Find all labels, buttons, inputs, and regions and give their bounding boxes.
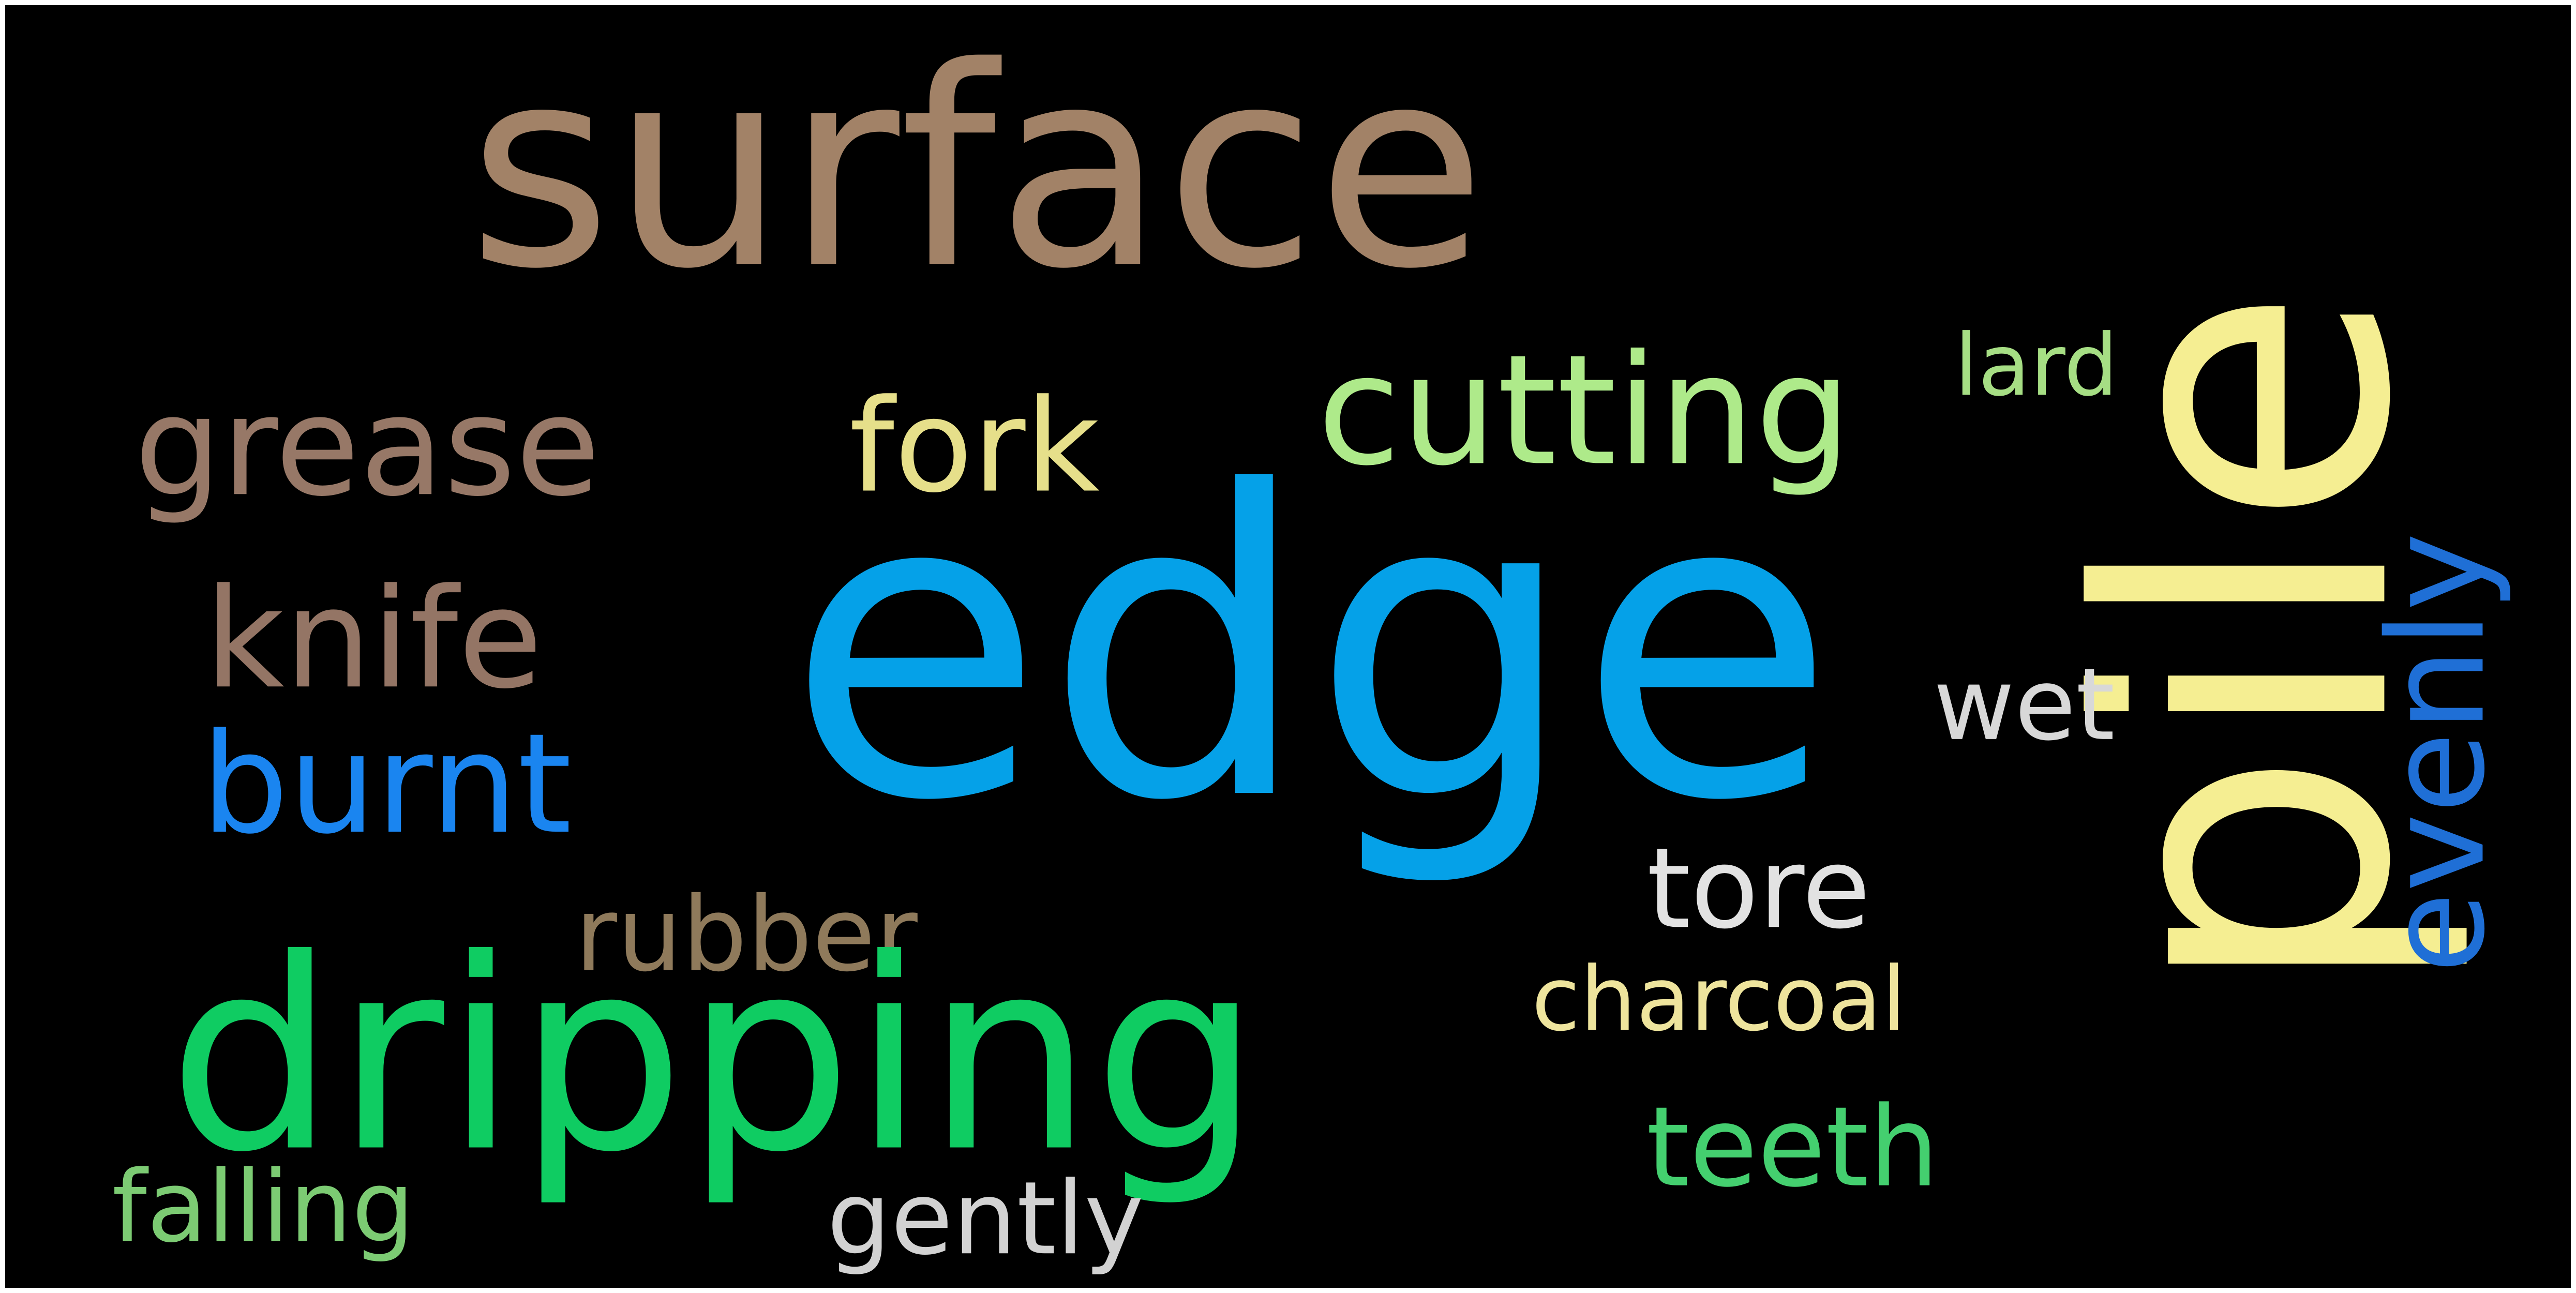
word-tore: tore bbox=[1647, 823, 1871, 953]
word-burnt: burnt bbox=[201, 703, 572, 864]
word-lard: lard bbox=[1954, 315, 2118, 415]
word-pile: pile bbox=[2017, 285, 2478, 999]
word-cloud-panel: surface pile edge grease fork cutting la… bbox=[5, 5, 2571, 1288]
word-surface: surface bbox=[468, 8, 1486, 329]
word-falling: falling bbox=[112, 1149, 414, 1264]
word-rubber: rubber bbox=[575, 875, 918, 994]
word-gently: gently bbox=[827, 1160, 1144, 1277]
word-cloud-canvas: surface pile edge grease fork cutting la… bbox=[112, 8, 2514, 1277]
word-teeth: teeth bbox=[1646, 1084, 1939, 1212]
word-cutting: cutting bbox=[1317, 322, 1851, 499]
word-edge: edge bbox=[786, 403, 1836, 892]
word-charcoal: charcoal bbox=[1532, 948, 1906, 1051]
word-fork: fork bbox=[849, 372, 1100, 521]
word-wet: wet bbox=[1933, 648, 2115, 763]
word-grease: grease bbox=[134, 366, 601, 527]
word-dripping: dripping bbox=[168, 903, 1261, 1210]
word-evenly: evenly bbox=[2360, 533, 2514, 974]
word-knife: knife bbox=[205, 559, 543, 719]
